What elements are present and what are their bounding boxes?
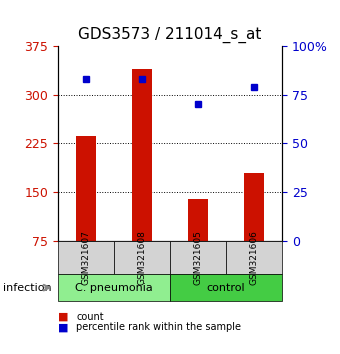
Text: ■: ■ — [58, 312, 68, 322]
Text: count: count — [76, 312, 104, 322]
Text: GSM321608: GSM321608 — [137, 230, 147, 285]
Bar — [188, 199, 208, 241]
Text: percentile rank within the sample: percentile rank within the sample — [76, 322, 241, 332]
Text: GSM321607: GSM321607 — [81, 230, 90, 285]
Title: GDS3573 / 211014_s_at: GDS3573 / 211014_s_at — [78, 27, 262, 43]
Text: ■: ■ — [58, 322, 68, 332]
Bar — [76, 136, 96, 241]
Bar — [244, 172, 264, 241]
Bar — [132, 69, 152, 241]
Text: control: control — [207, 282, 245, 293]
Bar — [58, 274, 170, 301]
Bar — [114, 241, 170, 274]
Text: C. pneumonia: C. pneumonia — [75, 282, 153, 293]
Text: GSM321605: GSM321605 — [193, 230, 203, 285]
Bar — [170, 274, 282, 301]
Bar — [170, 241, 226, 274]
Bar — [58, 241, 114, 274]
Bar — [226, 241, 282, 274]
Text: infection: infection — [3, 282, 52, 293]
Text: GSM321606: GSM321606 — [250, 230, 259, 285]
